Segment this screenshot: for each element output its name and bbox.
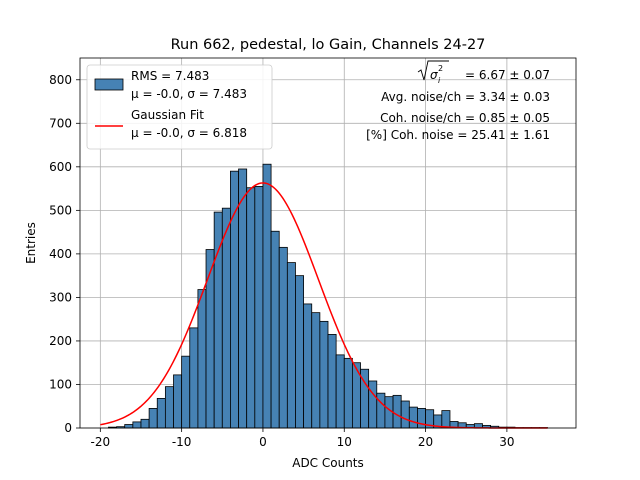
histogram-bar <box>368 380 378 429</box>
legend-histogram-patch <box>94 78 124 91</box>
histogram-bar <box>441 410 451 429</box>
chart-title: Run 662, pedestal, lo Gain, Channels 24-… <box>171 37 486 53</box>
legend-box <box>86 64 273 150</box>
legend-entry-rms-params: μ = -0.0, σ = 7.483 <box>131 87 247 101</box>
x-tick-label: -20 <box>91 435 111 449</box>
histogram-bar <box>295 275 305 429</box>
y-axis-label: Entries <box>24 222 38 264</box>
histogram-bar <box>205 249 215 429</box>
histogram-bar <box>132 421 142 429</box>
sqrt-sigma-symbol: σ i 2 <box>417 60 449 85</box>
histogram-bar <box>262 163 272 429</box>
histogram-bar <box>230 170 239 429</box>
histogram-bar <box>181 355 191 429</box>
svg-text:2: 2 <box>438 64 443 73</box>
histogram-bar <box>376 392 386 429</box>
histogram-bars <box>108 163 548 429</box>
histogram-bar <box>124 424 134 429</box>
x-tick-label: 0 <box>259 435 267 449</box>
avg-noise-annotation: Avg. noise/ch = 3.34 ± 0.03 <box>381 90 550 104</box>
y-tick-label: 100 <box>49 377 72 391</box>
histogram-bar <box>286 262 296 429</box>
x-tick-label: -10 <box>172 435 192 449</box>
histogram-bar <box>221 207 231 429</box>
histogram-bar <box>238 168 248 429</box>
histogram-bar <box>278 246 288 429</box>
histogram-bar <box>327 334 337 429</box>
histogram-bar <box>246 187 256 429</box>
histogram-bar <box>303 303 313 429</box>
histogram-bar <box>254 186 264 429</box>
y-tick-label: 600 <box>49 160 72 174</box>
y-tick-label: 700 <box>49 116 72 130</box>
legend-entry-fit: Gaussian Fit <box>131 108 204 122</box>
y-tick-label: 800 <box>49 73 72 87</box>
histogram-bar <box>343 357 353 429</box>
svg-text:σ: σ <box>430 68 438 82</box>
legend-entry-fit-params: μ = -0.0, σ = 6.818 <box>131 126 247 140</box>
y-tick-label: 400 <box>49 247 72 261</box>
coh-noise-annotation: Coh. noise/ch = 0.85 ± 0.05 <box>380 111 550 125</box>
legend: RMS = 7.483 μ = -0.0, σ = 7.483 Gaussian… <box>86 64 273 150</box>
x-tick-label: 20 <box>418 435 433 449</box>
x-tick-label: 30 <box>499 435 514 449</box>
histogram-bar <box>189 327 199 429</box>
histogram-bar <box>164 386 174 429</box>
x-tick-label: 10 <box>337 435 352 449</box>
x-axis-ticks: -20 -10 0 10 20 30 <box>91 428 515 449</box>
histogram-bar <box>270 230 280 429</box>
histogram-bar <box>173 374 183 429</box>
x-axis-label: ADC Counts <box>292 456 364 470</box>
histogram-bar <box>335 354 345 429</box>
pct-coh-noise-annotation: [%] Coh. noise = 25.41 ± 1.61 <box>366 128 550 142</box>
svg-text:i: i <box>438 76 441 85</box>
y-tick-label: 0 <box>64 421 72 435</box>
y-tick-label: 300 <box>49 290 72 304</box>
histogram-bar <box>197 289 207 429</box>
histogram-bar <box>400 400 410 429</box>
histogram-bar <box>148 408 158 429</box>
histogram-bar <box>408 406 418 429</box>
axes-frame <box>79 57 577 429</box>
y-tick-label: 500 <box>49 203 72 217</box>
histogram-bar <box>156 397 166 429</box>
y-axis-ticks: 0 100 200 300 400 500 600 700 800 <box>49 73 80 435</box>
histogram-bar <box>319 320 329 429</box>
noise-annotations: σ i 2 = 6.67 ± 0.07 Avg. noise/ch = 3.34… <box>366 60 550 142</box>
histogram-bar <box>311 312 321 429</box>
histogram-bar <box>392 394 402 429</box>
y-tick-label: 200 <box>49 334 72 348</box>
histogram-bar <box>140 418 150 429</box>
legend-entry-rms: RMS = 7.483 <box>131 69 209 83</box>
sigma-total-value: = 6.67 ± 0.07 <box>465 68 550 82</box>
